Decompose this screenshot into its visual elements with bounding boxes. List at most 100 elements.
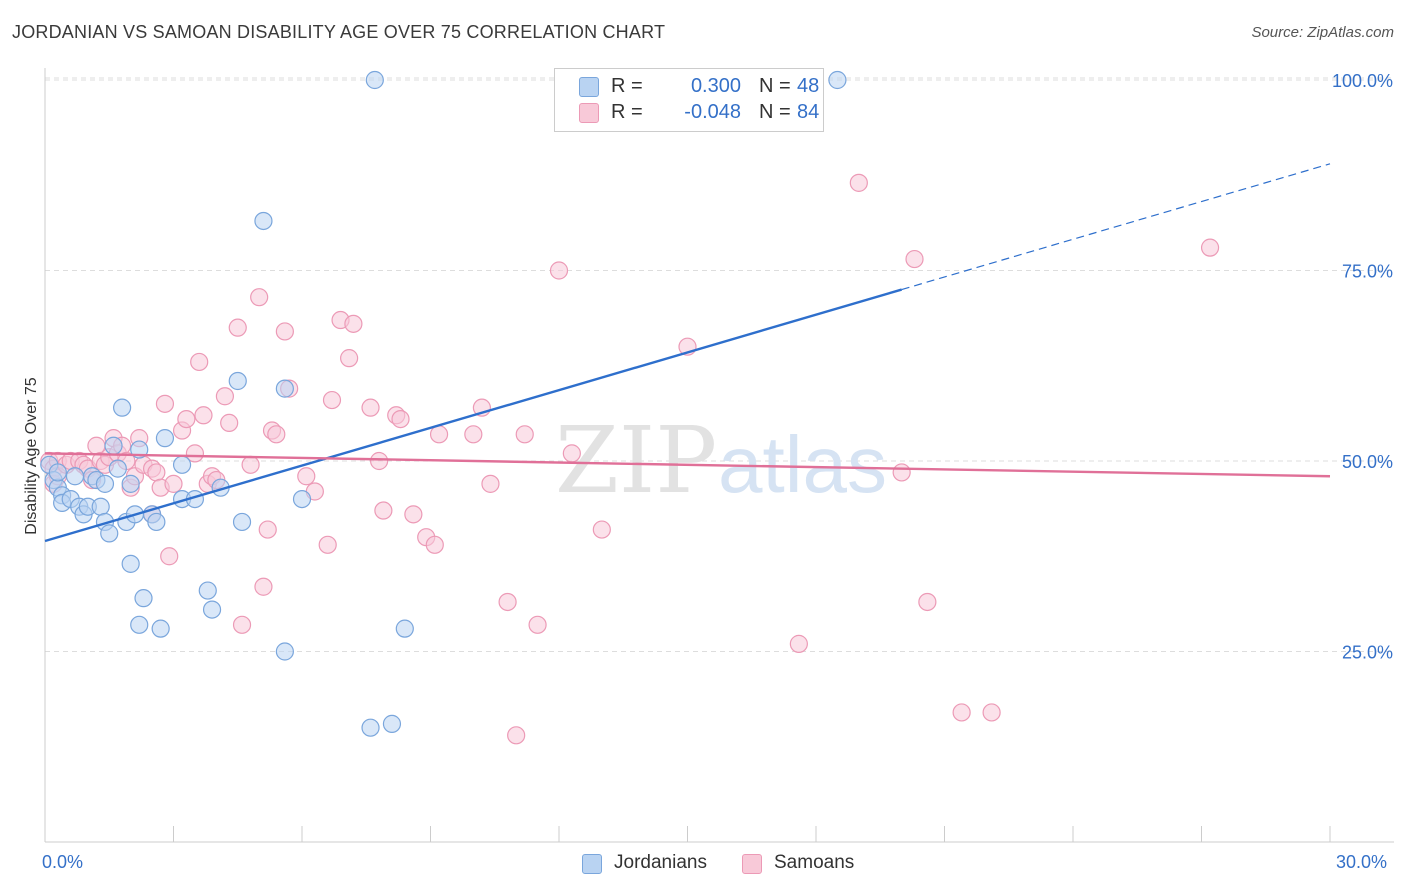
stats-legend: R = 0.300 N = 48 R = -0.048 N = 84	[554, 68, 824, 132]
legend-n-value: 84	[797, 101, 820, 123]
jordanian-point	[147, 512, 166, 532]
y-tick-label: 75.0%	[1342, 262, 1393, 282]
y-axis-label: Disability Age Over 75	[23, 377, 40, 535]
jordanian-point	[382, 714, 402, 733]
samoan-point	[592, 520, 611, 539]
samoan-point	[425, 535, 444, 554]
legend-swatch-jordanians	[582, 854, 602, 874]
samoan-point	[340, 349, 359, 368]
legend-swatch-samoans	[742, 854, 762, 874]
jordanian-point	[275, 379, 294, 398]
samoan-point	[481, 474, 500, 493]
samoan-point	[194, 406, 213, 425]
legend-r-label: R =	[611, 75, 643, 97]
jordanian-point	[121, 474, 140, 493]
samoan-point	[370, 451, 389, 471]
samoan-point	[220, 413, 239, 432]
jordanian-point	[292, 490, 312, 509]
jordanian-point	[232, 512, 252, 532]
jordanian-point	[91, 497, 110, 516]
samoan-point	[849, 173, 868, 192]
trend-layer	[44, 163, 1331, 543]
jordanian-point	[254, 211, 273, 231]
y-tick-label: 25.0%	[1342, 643, 1393, 663]
legend-label-jordanians: Jordanians	[614, 852, 707, 873]
samoan-point	[789, 634, 808, 653]
samoan-point	[258, 520, 277, 539]
grid-layer	[45, 77, 1394, 652]
jordanian-point	[48, 463, 67, 482]
jordanian-point	[228, 371, 247, 391]
samoan-point	[215, 387, 234, 406]
jordanian-point	[155, 429, 175, 448]
watermark-atlas: atlas	[718, 420, 887, 509]
points-layer	[40, 70, 1220, 745]
samoan-point	[391, 409, 410, 429]
samoan-point	[528, 615, 547, 634]
legend-r-value: -0.048	[684, 101, 741, 123]
samoan-point	[1200, 238, 1220, 257]
legend-swatch-samoans	[579, 103, 599, 123]
samoan-point	[232, 615, 252, 634]
jordanian-point	[65, 467, 85, 486]
y-tick-label: 50.0%	[1342, 452, 1393, 472]
samoan-point	[297, 467, 316, 486]
samoan-point	[952, 703, 971, 722]
legend-r-label: R =	[611, 101, 643, 123]
jordanian-point	[198, 581, 217, 600]
samoan-point	[918, 592, 937, 612]
legend-label-samoans: Samoans	[774, 852, 855, 873]
legend-n-value: 48	[797, 75, 820, 97]
samoan-point	[318, 535, 337, 554]
jordanian-point	[130, 615, 149, 634]
jordanian-point	[121, 554, 140, 573]
x-axis-max-label: 30.0%	[1336, 852, 1388, 872]
jordanian-point	[104, 436, 123, 455]
y-tick-labels: 25.0% 50.0% 75.0% 100.0%	[1332, 71, 1393, 663]
legend-r-value: 0.300	[690, 75, 741, 97]
samoan-point	[228, 318, 247, 337]
samoan-point	[250, 288, 269, 307]
samoan-point	[155, 394, 175, 413]
samoan-point	[549, 261, 569, 280]
watermark: ZIP atlas	[555, 407, 887, 514]
samoan-point	[190, 352, 209, 372]
jordanian-point	[361, 718, 380, 737]
samoan-point	[515, 425, 534, 444]
samoan-point	[254, 577, 273, 596]
jordanian-point	[112, 398, 132, 417]
jordanian-trend-extension	[901, 163, 1331, 291]
samoan-point	[429, 425, 449, 444]
samoan-point	[344, 314, 363, 333]
samoan-point	[892, 463, 911, 482]
jordanian-point	[202, 600, 222, 619]
samoan-point	[147, 463, 166, 482]
samoan-point	[562, 444, 581, 463]
legend-n-label: N =	[759, 101, 791, 123]
samoan-point	[185, 444, 205, 463]
jordanian-point	[172, 455, 192, 474]
jordanian-point	[828, 70, 847, 90]
y-tick-label: 100.0%	[1332, 71, 1393, 91]
samoan-point	[267, 425, 286, 444]
jordanian-point	[395, 619, 414, 638]
jordanian-point	[365, 70, 384, 90]
samoan-point	[498, 592, 517, 612]
watermark-zip: ZIP	[555, 407, 717, 514]
samoan-point	[361, 398, 380, 417]
legend-n-label: N =	[759, 75, 791, 97]
jordanian-point	[275, 642, 294, 661]
samoan-point	[241, 455, 260, 474]
samoan-point	[404, 505, 423, 524]
samoan-point	[322, 390, 342, 410]
samoan-point	[160, 547, 179, 566]
jordanian-point	[100, 524, 119, 543]
jordanian-point	[151, 619, 170, 638]
jordanian-point	[134, 589, 153, 608]
samoan-point	[164, 474, 183, 493]
chart-title: JORDANIAN VS SAMOAN DISABILITY AGE OVER …	[12, 22, 666, 42]
samoan-point	[374, 501, 393, 520]
samoan-point	[507, 726, 526, 745]
x-axis-min-label: 0.0%	[42, 852, 84, 872]
